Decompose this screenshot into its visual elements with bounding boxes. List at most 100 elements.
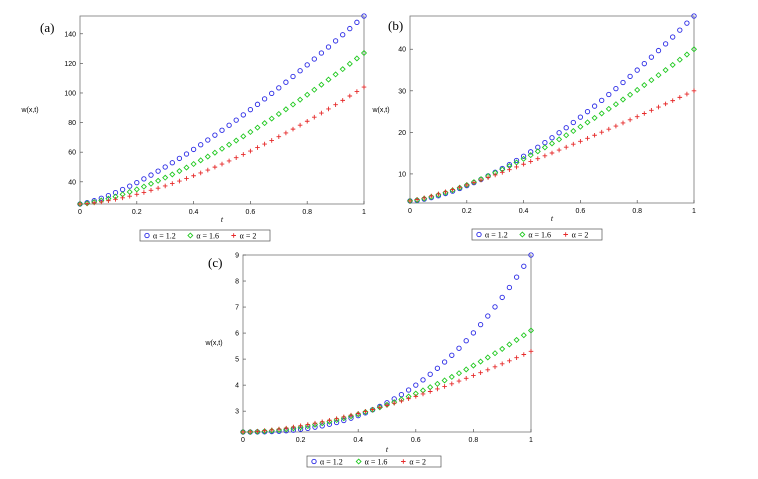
data-point xyxy=(676,56,683,63)
data-point xyxy=(212,132,218,138)
data-point xyxy=(319,110,324,116)
x-tick-label: 0 xyxy=(241,437,245,444)
data-point xyxy=(361,13,367,19)
data-point xyxy=(528,149,534,155)
x-tick-label: 1 xyxy=(692,208,696,215)
plot-frame xyxy=(242,254,532,433)
plot-frame xyxy=(409,15,695,204)
data-point xyxy=(535,156,541,161)
data-point xyxy=(169,160,175,166)
data-point xyxy=(346,60,353,67)
data-point xyxy=(141,176,147,182)
data-point xyxy=(283,425,289,431)
data-point xyxy=(369,406,376,413)
legend-marker xyxy=(144,232,150,239)
x-tick-label: 0.8 xyxy=(632,208,642,215)
data-point xyxy=(219,161,225,167)
data-point xyxy=(449,381,455,387)
legend-label: α = 1.2 xyxy=(485,230,508,239)
data-point xyxy=(162,183,168,189)
data-point xyxy=(441,377,448,384)
data-point xyxy=(319,420,326,427)
data-point xyxy=(77,201,83,207)
data-point xyxy=(170,181,175,186)
data-point xyxy=(233,137,240,144)
data-point xyxy=(471,373,476,378)
data-point xyxy=(513,336,520,343)
data-point xyxy=(184,176,189,181)
data-point xyxy=(305,422,311,427)
y-tick-label: 3 xyxy=(235,409,239,416)
data-point xyxy=(492,304,498,310)
data-point xyxy=(421,195,427,201)
data-point xyxy=(247,429,253,435)
data-point xyxy=(261,120,268,127)
legend-label: α = 2 xyxy=(240,231,257,240)
data-point xyxy=(528,349,534,354)
data-point xyxy=(577,123,584,130)
legend: α = 1.2 α = 1.6 α = 2 xyxy=(306,455,442,468)
y-axis-label: w(x,t) xyxy=(204,340,222,347)
panel-label: (a) xyxy=(40,20,54,35)
data-point xyxy=(290,73,296,80)
data-point xyxy=(332,38,339,44)
data-point xyxy=(99,199,104,205)
data-point xyxy=(500,170,505,175)
data-point xyxy=(333,416,340,424)
data-point xyxy=(506,161,513,168)
data-point xyxy=(384,403,390,408)
data-point xyxy=(492,364,498,370)
data-point xyxy=(484,354,491,361)
data-point xyxy=(612,101,619,108)
data-point xyxy=(648,77,655,84)
data-point xyxy=(413,394,419,399)
data-point xyxy=(648,54,655,60)
data-point xyxy=(268,115,275,122)
x-tick-label: 0 xyxy=(78,209,82,216)
data-point xyxy=(391,396,397,402)
data-point xyxy=(347,93,353,99)
y-tick-label: 6 xyxy=(235,331,239,338)
data-point xyxy=(407,198,413,204)
data-point xyxy=(297,96,304,103)
data-point xyxy=(283,79,289,85)
data-point xyxy=(507,167,512,172)
data-point xyxy=(406,396,411,402)
y-tick-label: 9 xyxy=(235,253,239,260)
data-point xyxy=(620,120,626,126)
data-point xyxy=(549,135,555,141)
data-point xyxy=(190,146,197,153)
data-point xyxy=(391,400,397,406)
data-point xyxy=(269,427,275,433)
data-point xyxy=(119,186,126,193)
data-point xyxy=(470,330,477,336)
data-point xyxy=(162,174,169,181)
series-plus xyxy=(240,349,534,435)
y-tick-label: 20 xyxy=(398,130,406,137)
data-point xyxy=(578,138,583,144)
data-point xyxy=(339,66,346,73)
chart-panel-1: (a)0 0.2 0.4 0.6 0.8 1406080100120140tw(x,t)α… xyxy=(20,13,368,242)
x-tick-label: 0.2 xyxy=(296,437,306,444)
data-point xyxy=(641,82,648,89)
data-point xyxy=(514,355,519,360)
data-point xyxy=(326,418,333,425)
data-point xyxy=(613,123,619,129)
data-point xyxy=(233,155,239,161)
legend-marker xyxy=(311,458,317,465)
data-point xyxy=(141,190,147,195)
data-point xyxy=(399,398,404,404)
data-point xyxy=(527,152,534,159)
data-point xyxy=(492,172,498,178)
x-tick-label: 0.4 xyxy=(353,437,363,444)
data-point xyxy=(148,172,154,178)
data-point xyxy=(162,164,168,170)
x-tick-label: 0.8 xyxy=(469,437,479,444)
data-point xyxy=(247,107,254,113)
data-point xyxy=(478,177,484,183)
y-tick-label: 10 xyxy=(398,171,406,178)
data-point xyxy=(599,97,605,104)
data-point xyxy=(499,361,505,367)
data-point xyxy=(606,126,612,132)
y-tick-label: 120 xyxy=(64,61,76,68)
